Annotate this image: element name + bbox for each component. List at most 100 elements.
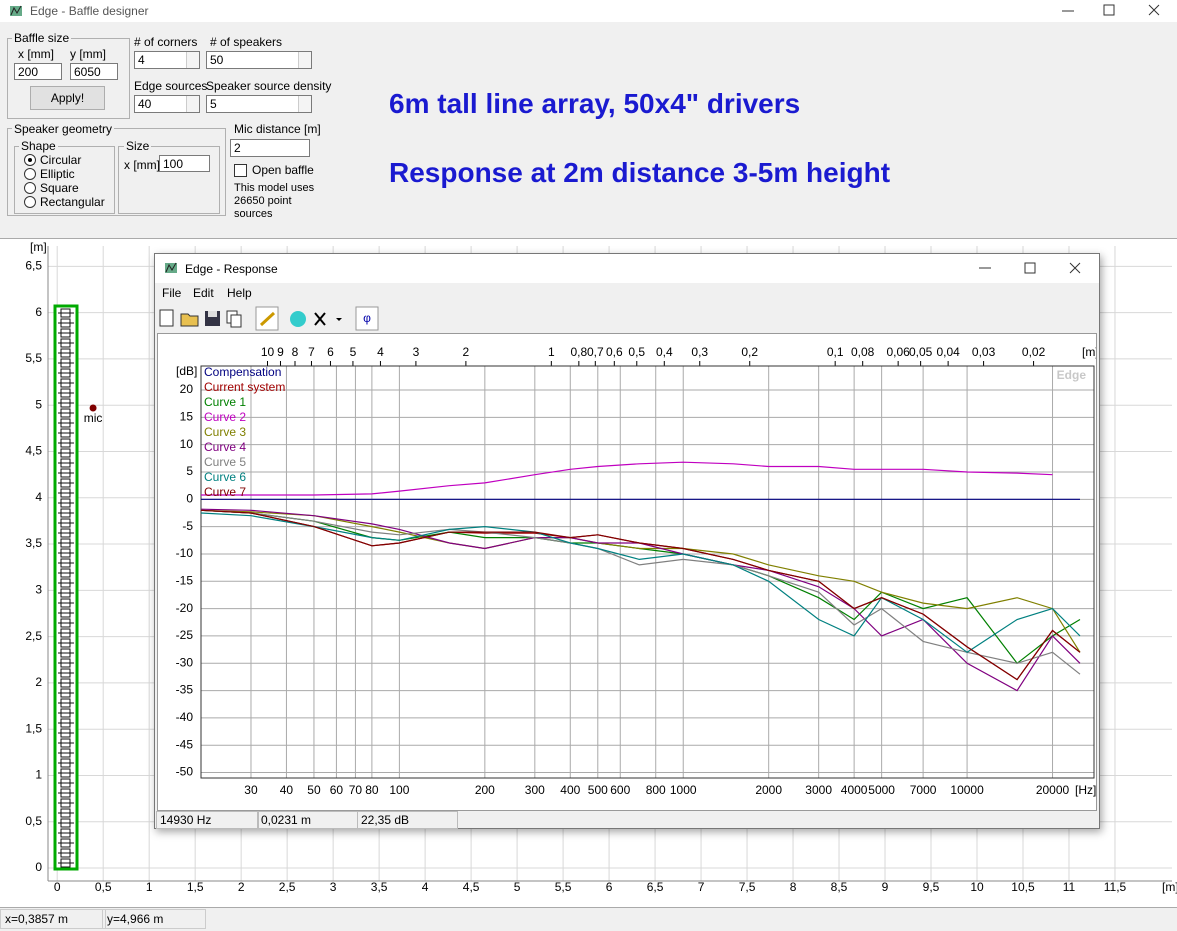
y-tick-label: -30: [176, 655, 194, 669]
group-label: Size: [124, 139, 152, 153]
label: Open baffle: [252, 163, 314, 177]
x-tick-label: 80: [365, 783, 379, 797]
y-axis-label: [dB]: [176, 364, 197, 378]
response-chart[interactable]: 30 40 50 60 70 80 100 200 300 400 500 600 800 1000 200…: [157, 333, 1097, 811]
menu-item[interactable]: File: [162, 286, 182, 300]
spin-input[interactable]: 4: [134, 51, 200, 69]
x2-tick-label: 7: [308, 345, 315, 359]
x-tick-label: 800: [646, 783, 666, 797]
x-tick-label: 3000: [805, 783, 832, 797]
legend-entry: Curve 4: [204, 440, 246, 454]
x2-axis-label: [m]: [1082, 345, 1097, 359]
group-box: [7, 128, 226, 216]
menu-item[interactable]: Help: [227, 286, 252, 300]
x2-tick-label: 9: [277, 345, 284, 359]
radio-label: Circular: [40, 153, 82, 167]
radio[interactable]: [24, 196, 36, 208]
x-tick-label: 11,5: [1104, 880, 1127, 894]
spin-input[interactable]: 40: [134, 95, 200, 113]
x2-tick-label: 2: [463, 345, 470, 359]
y-tick-label: 3: [35, 583, 42, 597]
response-window: Edge - Response File Edit Help φ 30 40 50 6…: [154, 253, 1100, 829]
y-tick-label: -50: [176, 765, 194, 779]
x2-tick-label: 0,06: [886, 345, 910, 359]
status-cell: y=4,966 m: [102, 909, 206, 929]
spin-input[interactable]: 50: [206, 51, 312, 69]
plot-frame: [200, 365, 1095, 779]
legend-entry: Curve 6: [204, 470, 246, 484]
x2-tick-label: 0,02: [1022, 345, 1046, 359]
x2-tick-label: 0,08: [851, 345, 875, 359]
x-tick-label: 400: [560, 783, 580, 797]
x-tick-label: 10000: [950, 783, 984, 797]
toolbar[interactable]: φ: [157, 306, 387, 332]
input[interactable]: 2: [230, 139, 310, 157]
y-tick-label: -35: [176, 683, 194, 697]
y-axis-label: [m]: [30, 240, 47, 254]
status-cell: x=0,3857 m: [0, 909, 106, 929]
y-tick-label: 2: [35, 675, 42, 689]
y-tick-label: 0: [186, 491, 193, 505]
window-title: Edge - Baffle designer: [30, 4, 149, 18]
checkbox[interactable]: [234, 164, 247, 177]
radio[interactable]: [24, 182, 36, 194]
x-tick-label: 7,5: [739, 880, 756, 894]
x-tick-label: 2000: [755, 783, 782, 797]
svg-text:φ: φ: [363, 311, 371, 325]
x2-tick-label: 0,3: [691, 345, 708, 359]
x-tick-label: 3: [330, 880, 337, 894]
x2-tick-label: 0,05: [909, 345, 933, 359]
x2-tick-label: 1: [548, 345, 555, 359]
x-tick-label: 0: [54, 880, 61, 894]
x2-tick-label: 0,6: [606, 345, 623, 359]
y-tick-label: 5,5: [25, 351, 42, 365]
menu-item[interactable]: Edit: [193, 286, 214, 300]
window-buttons[interactable]: [965, 254, 1099, 283]
x-tick-label: 300: [525, 783, 545, 797]
y-tick-label: 0: [35, 860, 42, 874]
x2-tick-label: 0,8: [570, 345, 587, 359]
spin-input[interactable]: 5: [206, 95, 312, 113]
x2-tick-label: 0,04: [936, 345, 960, 359]
y-tick-label: 2,5: [25, 629, 42, 643]
label: # of speakers: [210, 35, 283, 49]
legend-entry: Curve 5: [204, 455, 246, 469]
radio-label: Square: [40, 181, 79, 195]
y-tick-label: 5: [35, 397, 42, 411]
x-tick-label: 11: [1063, 880, 1076, 894]
input[interactable]: 100: [159, 155, 210, 172]
x-tick-label: 200: [475, 783, 495, 797]
input[interactable]: 200: [14, 63, 62, 80]
legend-entry: Current system: [204, 380, 285, 394]
x2-tick-label: 8: [292, 345, 299, 359]
radio-label: Elliptic: [40, 167, 75, 181]
x-tick-label: 8,5: [831, 880, 848, 894]
y-tick-label: -10: [176, 546, 194, 560]
window-buttons[interactable]: [1050, 0, 1177, 22]
value: 50: [210, 53, 224, 67]
response-curve: [200, 509, 1081, 681]
x-tick-label: 3,5: [371, 880, 388, 894]
x-tick-label: 1000: [670, 783, 697, 797]
window-title: Edge - Response: [185, 262, 278, 276]
input[interactable]: 6050: [70, 63, 118, 80]
x-tick-label: 8: [790, 880, 797, 894]
y-tick-label: -20: [176, 601, 194, 615]
status-cell: 22,35 dB: [357, 811, 458, 829]
x-tick-label: 5: [514, 880, 521, 894]
x2-tick-label: 3: [413, 345, 420, 359]
x2-tick-label: 4: [377, 345, 384, 359]
apply-button[interactable]: Apply!: [30, 86, 105, 110]
x-tick-label: 4,5: [463, 880, 480, 894]
y-tick-label: 5: [186, 464, 193, 478]
radio[interactable]: [24, 168, 36, 180]
y-tick-label: 20: [180, 382, 194, 396]
label: y [mm]: [70, 47, 106, 61]
y-tick-label: 1: [35, 768, 42, 782]
label: Speaker source density: [206, 79, 332, 93]
radio[interactable]: [24, 154, 36, 166]
x2-tick-label: 0,4: [656, 345, 673, 359]
x-tick-label: 30: [244, 783, 258, 797]
y-tick-label: 1,5: [25, 721, 42, 735]
value: 5: [210, 97, 217, 111]
